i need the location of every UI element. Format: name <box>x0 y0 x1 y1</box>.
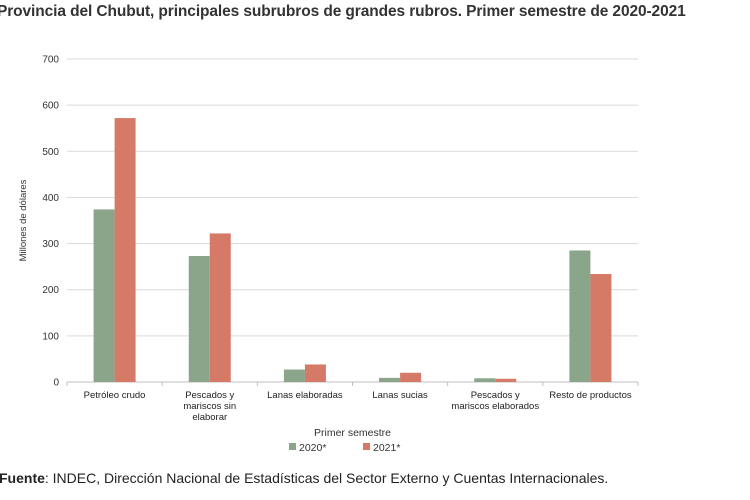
bar-2021 <box>304 364 326 382</box>
bar-2020 <box>379 377 401 382</box>
x-tick-label: Pescados y mariscos sin elaborar <box>183 390 236 423</box>
legend-label: 2020* <box>299 442 326 454</box>
source-lead: Fuente <box>0 470 45 486</box>
x-tick-label: Petróleo crudo <box>84 390 146 401</box>
y-tick-label: 400 <box>42 193 59 204</box>
bar-2021 <box>495 378 517 382</box>
bar-2020 <box>93 209 115 382</box>
x-tick-label: Pescados y mariscos elaborados <box>451 390 539 412</box>
bar-2020 <box>188 256 210 382</box>
y-tick-label: 100 <box>42 331 59 342</box>
y-tick-label: 700 <box>42 55 59 66</box>
source-note: Fuente: INDEC, Dirección Nacional de Est… <box>0 470 608 486</box>
x-tick-label: Lanas elaboradas <box>267 390 343 401</box>
legend-swatch-2021 <box>363 443 370 450</box>
bar-chart: 0 100 200 300 400 500 600 700 Petróleo crudo Pesc… <box>18 55 639 454</box>
y-axis-label: Millones de dólares <box>18 179 29 261</box>
bar-2020 <box>569 250 591 382</box>
x-tick-label: Lanas sucias <box>372 390 428 401</box>
y-tick-label: 300 <box>42 239 59 250</box>
bar-2021 <box>114 118 136 382</box>
x-tick-label: Resto de productos <box>549 390 632 401</box>
legend-label: 2021* <box>373 442 400 454</box>
y-tick-label: 200 <box>42 285 59 296</box>
y-tick-label: 600 <box>42 101 59 112</box>
bar-2021 <box>209 233 231 382</box>
y-tick-label: 0 <box>53 378 59 389</box>
x-axis-label: Primer semestre <box>314 427 391 439</box>
chart-title: Provincia del Chubut, principales subrub… <box>0 3 686 20</box>
bar-2021 <box>400 372 422 382</box>
bar-2020 <box>474 378 496 382</box>
legend-swatch-2020 <box>289 443 296 450</box>
bar-2021 <box>590 274 612 382</box>
y-tick-label: 500 <box>42 147 59 158</box>
bar-2020 <box>283 369 305 382</box>
source-text: : INDEC, Dirección Nacional de Estadísti… <box>44 470 609 486</box>
